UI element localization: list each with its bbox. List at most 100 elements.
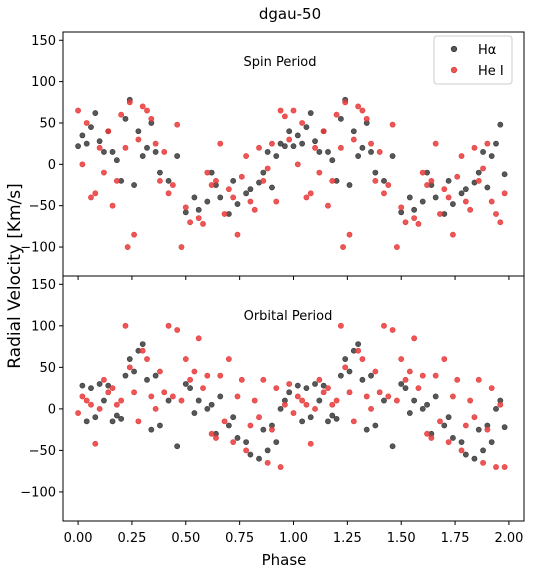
spin-point-he-i bbox=[437, 211, 443, 217]
orbital-point-he-i bbox=[92, 440, 99, 447]
legend-label-halpha: Hα bbox=[478, 43, 496, 58]
spin-point-he-i bbox=[346, 231, 353, 238]
spin-y-tick-label: −50 bbox=[29, 199, 56, 214]
orbital-point-he-i bbox=[501, 464, 508, 470]
orbital-y-tick-label: 50 bbox=[39, 361, 56, 376]
orbital-point-he-i bbox=[325, 385, 331, 392]
orbital-point-he-i bbox=[234, 393, 241, 400]
orbital-point-he-i bbox=[200, 385, 206, 392]
orbital-point-halpha bbox=[441, 422, 448, 429]
orbital-point-he-i bbox=[432, 372, 439, 379]
orbital-y-tick-label: 0 bbox=[48, 402, 56, 417]
orbital-point-halpha bbox=[92, 414, 99, 421]
orbital-point-he-i bbox=[303, 401, 310, 408]
orbital-point-halpha bbox=[346, 368, 353, 375]
spin-point-he-i bbox=[372, 177, 379, 184]
orbital-point-he-i bbox=[75, 410, 81, 416]
orbital-point-halpha bbox=[118, 415, 125, 422]
spin-point-he-i bbox=[340, 244, 346, 250]
spin-point-halpha bbox=[152, 149, 159, 155]
spin-point-halpha bbox=[230, 177, 237, 184]
spin-point-halpha bbox=[475, 169, 482, 176]
spin-point-he-i bbox=[75, 107, 81, 114]
spin-point-he-i bbox=[221, 211, 228, 217]
orbital-point-he-i bbox=[484, 426, 491, 433]
spin-point-he-i bbox=[316, 169, 323, 176]
orbital-point-halpha bbox=[488, 439, 495, 445]
spin-point-halpha bbox=[325, 149, 331, 155]
orbital-y-tick-label: −50 bbox=[29, 444, 56, 459]
spin-point-he-i bbox=[363, 115, 370, 122]
orbital-y-tick-label: 150 bbox=[31, 278, 56, 293]
orbital-point-halpha bbox=[225, 422, 232, 429]
orbital-point-he-i bbox=[113, 401, 120, 408]
spin-point-he-i bbox=[342, 99, 349, 106]
orbital-point-he-i bbox=[144, 356, 150, 362]
spin-point-he-i bbox=[450, 231, 456, 238]
spin-point-he-i bbox=[200, 220, 206, 227]
orbital-point-he-i bbox=[488, 385, 495, 392]
spin-point-he-i bbox=[195, 215, 202, 221]
orbital-point-halpha bbox=[333, 415, 340, 422]
orbital-point-he-i bbox=[126, 364, 133, 371]
spin-point-he-i bbox=[131, 231, 137, 238]
spin-y-tick-label: −100 bbox=[20, 241, 56, 256]
orbital-point-halpha bbox=[424, 401, 430, 408]
orbital-point-he-i bbox=[204, 372, 211, 379]
spin-point-halpha bbox=[458, 190, 465, 197]
orbital-point-he-i bbox=[157, 368, 163, 375]
orbital-point-halpha bbox=[342, 356, 349, 362]
orbital-point-he-i bbox=[208, 430, 215, 437]
spin-points-hei bbox=[75, 99, 508, 250]
spin-point-he-i bbox=[243, 153, 250, 159]
orbital-point-he-i bbox=[493, 464, 499, 470]
orbital-point-he-i bbox=[355, 347, 362, 354]
orbital-point-he-i bbox=[428, 435, 435, 441]
spin-point-halpha bbox=[182, 209, 189, 216]
spin-point-he-i bbox=[269, 140, 275, 147]
spin-point-he-i bbox=[462, 198, 469, 205]
orbital-point-halpha bbox=[113, 412, 120, 419]
spin-point-he-i bbox=[217, 140, 224, 147]
x-tick-label: 1.25 bbox=[333, 531, 362, 546]
spin-point-he-i bbox=[92, 190, 99, 197]
spin-point-halpha bbox=[101, 149, 107, 155]
orbital-point-he-i bbox=[450, 393, 456, 400]
orbital-point-he-i bbox=[277, 464, 284, 470]
chart-title: dgau-50 bbox=[259, 5, 321, 23]
spin-point-he-i bbox=[139, 103, 146, 110]
orbital-point-halpha bbox=[126, 356, 133, 362]
orbital-point-he-i bbox=[169, 393, 176, 400]
orbital-point-halpha bbox=[165, 397, 172, 404]
orbital-point-he-i bbox=[437, 418, 443, 425]
orbital-point-he-i bbox=[368, 405, 374, 412]
spin-point-halpha bbox=[372, 169, 379, 176]
spin-point-he-i bbox=[101, 169, 107, 176]
spin-point-he-i bbox=[337, 144, 344, 151]
orbital-point-he-i bbox=[419, 372, 426, 379]
spin-point-he-i bbox=[350, 136, 357, 143]
orbital-point-halpha bbox=[273, 439, 280, 445]
spin-point-he-i bbox=[299, 120, 306, 126]
spin-point-halpha bbox=[92, 110, 99, 116]
orbital-point-halpha bbox=[402, 385, 409, 392]
orbital-point-halpha bbox=[105, 382, 112, 389]
spin-point-he-i bbox=[122, 144, 129, 151]
spin-point-he-i bbox=[307, 190, 314, 197]
spin-point-he-i bbox=[148, 115, 155, 122]
spin-point-he-i bbox=[445, 194, 452, 201]
spin-point-halpha bbox=[96, 138, 103, 145]
orbital-point-he-i bbox=[462, 422, 469, 429]
orbital-point-he-i bbox=[165, 322, 172, 329]
spin-point-he-i bbox=[467, 206, 474, 213]
spin-point-he-i bbox=[355, 103, 362, 110]
spin-point-halpha bbox=[247, 186, 254, 193]
spin-point-halpha bbox=[316, 149, 323, 155]
orbital-point-he-i bbox=[217, 372, 224, 379]
spin-y-tick-label: 150 bbox=[31, 34, 56, 49]
spin-point-he-i bbox=[260, 177, 267, 184]
orbital-point-he-i bbox=[372, 368, 379, 375]
orbital-point-halpha bbox=[139, 341, 146, 347]
spin-point-halpha bbox=[419, 198, 426, 205]
spin-point-halpha bbox=[234, 201, 241, 207]
